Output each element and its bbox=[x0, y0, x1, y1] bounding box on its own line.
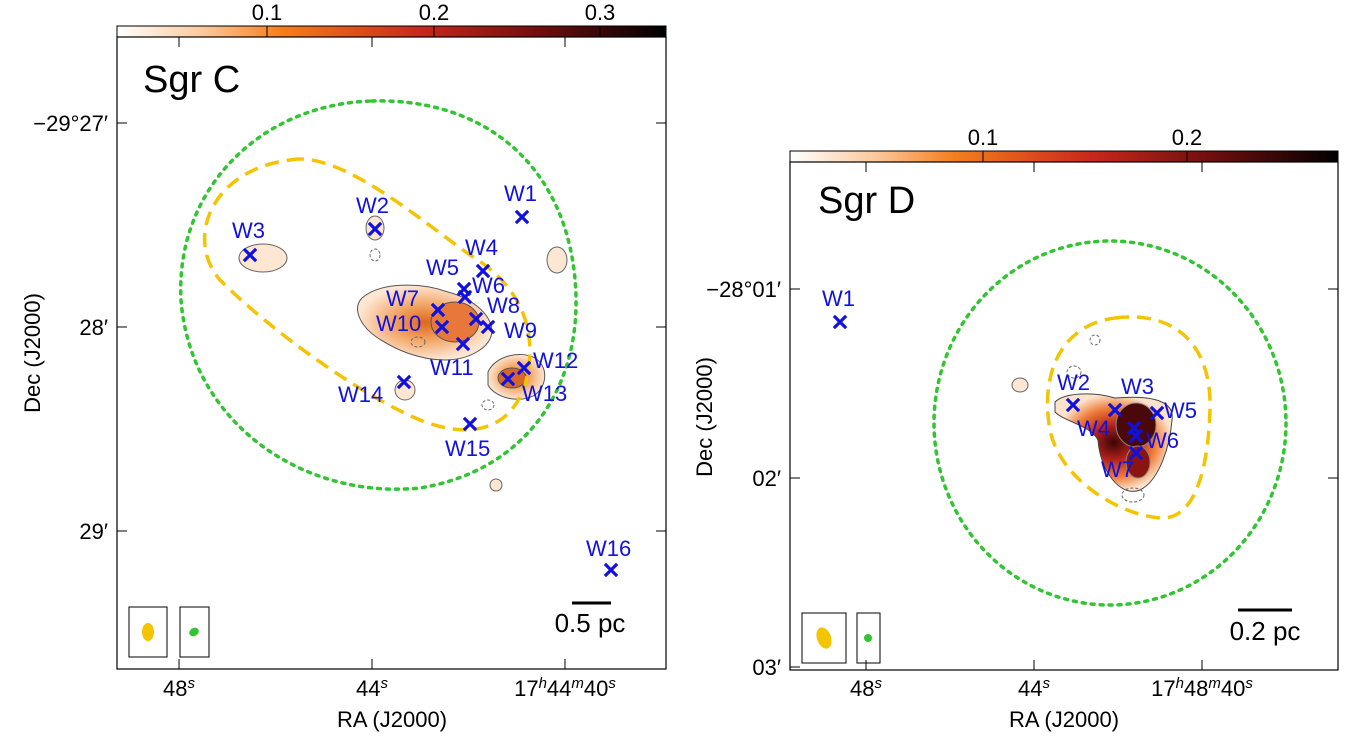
emission-map-c bbox=[238, 215, 568, 492]
source-markers-d: W1 W2 W3 W4 W5 W6 W7 bbox=[822, 286, 1197, 482]
source-label-w12: W12 bbox=[533, 348, 578, 373]
source-label-w5: W5 bbox=[426, 255, 459, 280]
colorbar-d bbox=[789, 150, 1339, 163]
x-tick-label: 17h48m40s bbox=[1151, 675, 1253, 702]
colorbar-tick-label: 0.1 bbox=[968, 125, 999, 150]
source-label-w8: W8 bbox=[487, 293, 520, 318]
source-label-w4: W4 bbox=[465, 235, 498, 260]
colorbar-tick-label: 0.2 bbox=[419, 0, 450, 25]
x-tick-label: 48s bbox=[163, 675, 195, 702]
source-marker-w12 bbox=[516, 360, 532, 376]
colorbar-tick-label: 0.2 bbox=[1172, 125, 1203, 150]
x-axis-label: RA (J2000) bbox=[1009, 707, 1119, 732]
source-label-w1: W1 bbox=[504, 181, 537, 206]
source-marker-w13 bbox=[500, 371, 516, 387]
source-marker-w8 bbox=[468, 311, 484, 327]
x-tick-label: 44s bbox=[356, 675, 388, 702]
source-label-w15: W15 bbox=[445, 436, 490, 461]
source-marker-w6 bbox=[1128, 428, 1144, 444]
inner-contour-c bbox=[202, 157, 532, 432]
y-tick-label: −28°01′ bbox=[706, 277, 781, 302]
y-tick-label: −29°27′ bbox=[33, 111, 108, 136]
emission-map-d bbox=[1011, 334, 1173, 503]
colorbar-ticks-d: 0.1 0.2 bbox=[968, 125, 1203, 162]
panel-title-sgr-d: Sgr D bbox=[818, 180, 915, 222]
source-label-w5: W5 bbox=[1164, 398, 1197, 423]
x-axis-label: RA (J2000) bbox=[337, 707, 447, 732]
source-marker-w7 bbox=[1128, 445, 1144, 461]
source-label-w11: W11 bbox=[430, 355, 474, 380]
source-label-w2: W2 bbox=[356, 193, 389, 218]
scale-bar-label: 0.2 pc bbox=[1230, 616, 1301, 646]
source-marker-w10 bbox=[434, 319, 450, 335]
beam-box-yellow bbox=[128, 606, 168, 658]
beam-box-yellow bbox=[801, 612, 847, 664]
y-tick-label: 03′ bbox=[752, 655, 781, 680]
source-label-w2: W2 bbox=[1057, 370, 1090, 395]
scale-bar-label: 0.5 pc bbox=[555, 608, 626, 638]
beam-box-green bbox=[179, 606, 210, 658]
beam-box-green bbox=[856, 612, 881, 664]
source-label-w10: W10 bbox=[376, 311, 421, 336]
beam-green bbox=[189, 627, 199, 637]
panel-sgr-d: 0.1 0.2 W1 W2 W3 W4 W5 W6 W7 Sgr D 0.2 pc bbox=[692, 125, 1339, 732]
source-label-w1: W1 bbox=[822, 286, 855, 311]
x-tick-label: 17h44m40s bbox=[514, 675, 616, 702]
source-label-w9: W9 bbox=[504, 318, 537, 343]
plot-frame-d bbox=[789, 161, 1339, 671]
y-tick-label: 28′ bbox=[79, 315, 108, 340]
source-label-w16: W16 bbox=[586, 536, 631, 561]
beam-green bbox=[864, 634, 872, 642]
beam-yellow bbox=[142, 623, 154, 641]
source-label-w13: W13 bbox=[522, 381, 567, 406]
source-label-w14: W14 bbox=[338, 382, 383, 407]
source-marker-w9 bbox=[480, 319, 496, 335]
y-axis-label: Dec (J2000) bbox=[20, 293, 45, 413]
x-tick-label: 44s bbox=[1018, 675, 1050, 702]
source-marker-w3 bbox=[242, 247, 258, 263]
source-marker-w2 bbox=[367, 221, 383, 237]
source-label-w4: W4 bbox=[1077, 416, 1110, 441]
axis-ticks-d bbox=[790, 162, 1338, 670]
source-label-w3: W3 bbox=[232, 218, 265, 243]
beam-yellow bbox=[816, 627, 832, 649]
colorbar-ticks-c: 0.1 0.2 0.3 bbox=[252, 0, 616, 37]
axis-ticks-c bbox=[117, 37, 666, 669]
source-label-w7: W7 bbox=[386, 286, 419, 311]
source-label-w3: W3 bbox=[1121, 374, 1154, 399]
plot-frame-c bbox=[116, 36, 667, 670]
source-marker-w1 bbox=[832, 314, 848, 330]
source-marker-w15 bbox=[462, 416, 478, 432]
y-tick-label: 02′ bbox=[752, 466, 781, 491]
colorbar-tick-label: 0.1 bbox=[252, 0, 283, 25]
outer-contour-d bbox=[932, 239, 1288, 607]
colorbar-c bbox=[116, 25, 667, 38]
source-marker-w11 bbox=[455, 336, 471, 352]
panel-title-sgr-c: Sgr C bbox=[143, 59, 240, 101]
y-axis-label: Dec (J2000) bbox=[692, 357, 717, 477]
x-tick-label: 48s bbox=[850, 675, 882, 702]
source-label-w7: W7 bbox=[1101, 457, 1134, 482]
inner-contour-d bbox=[1045, 315, 1212, 520]
source-marker-w5 bbox=[1149, 405, 1165, 421]
source-marker-w7 bbox=[430, 302, 446, 318]
source-marker-w3 bbox=[1107, 402, 1123, 418]
source-label-w6: W6 bbox=[1146, 428, 1179, 453]
source-label-w6: W6 bbox=[472, 273, 505, 298]
source-marker-w1 bbox=[514, 209, 530, 225]
source-marker-w16 bbox=[603, 562, 619, 578]
source-marker-w14 bbox=[396, 374, 412, 390]
source-marker-w4 bbox=[475, 263, 491, 279]
y-tick-label: 29′ bbox=[79, 519, 108, 544]
outer-contour-c bbox=[179, 99, 578, 491]
source-marker-w2 bbox=[1065, 397, 1081, 413]
source-marker-w6 bbox=[456, 281, 472, 297]
colorbar-tick-label: 0.3 bbox=[585, 0, 616, 25]
